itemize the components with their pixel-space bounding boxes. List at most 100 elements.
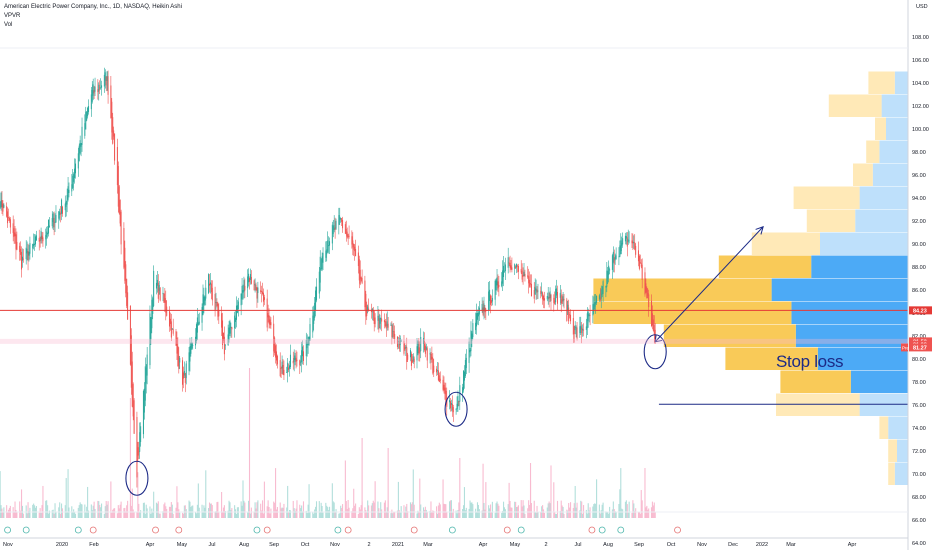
volume-bar xyxy=(80,503,82,518)
candle xyxy=(247,269,249,298)
event-marker[interactable] xyxy=(448,526,456,534)
candle-body xyxy=(279,360,281,377)
event-marker[interactable] xyxy=(674,526,681,534)
candle xyxy=(118,184,120,215)
volume-bar xyxy=(452,508,454,518)
candle-body xyxy=(347,234,349,238)
candle xyxy=(293,349,295,372)
time-axis[interactable]: Nov 2020 Feb Apr May Jul Aug Sep Oct Nov 2 2021 Mar A… xyxy=(0,537,908,548)
candle xyxy=(463,365,465,389)
candle xyxy=(360,276,362,282)
candle xyxy=(107,70,109,104)
candle-body xyxy=(126,278,128,306)
candle xyxy=(433,358,435,378)
event-marker[interactable] xyxy=(22,526,30,534)
event-marker[interactable] xyxy=(4,526,11,534)
candle xyxy=(634,234,636,251)
candle xyxy=(344,221,346,234)
volume-bar xyxy=(579,510,581,518)
volume-bar xyxy=(540,511,542,518)
candle xyxy=(600,285,602,309)
candle-body xyxy=(242,290,244,293)
candle xyxy=(103,67,105,93)
candle-body xyxy=(377,315,379,321)
candle-body xyxy=(510,265,512,270)
volume-bar xyxy=(364,507,366,518)
volume-bar xyxy=(342,504,344,518)
volume-bar xyxy=(433,510,435,518)
volume-bar xyxy=(227,510,229,518)
candle xyxy=(8,208,10,221)
event-marker[interactable] xyxy=(89,526,97,534)
candle-body xyxy=(482,307,484,315)
event-marker[interactable] xyxy=(598,526,606,534)
candle xyxy=(573,325,575,343)
volume-bar xyxy=(563,513,565,518)
event-marker[interactable] xyxy=(152,526,159,534)
event-marker[interactable] xyxy=(410,526,418,534)
volume-bar xyxy=(124,507,126,518)
volume-bar xyxy=(520,500,522,518)
candle xyxy=(477,306,479,326)
volume-bar xyxy=(268,507,270,518)
event-marker[interactable] xyxy=(334,526,342,534)
candle xyxy=(169,312,171,331)
candle-body xyxy=(129,305,131,365)
candle xyxy=(534,278,536,295)
volume-bar xyxy=(409,502,412,518)
candle-body xyxy=(560,295,562,304)
candle xyxy=(562,292,564,307)
candle-body xyxy=(227,334,229,346)
event-marker[interactable] xyxy=(263,526,271,534)
volume-bar xyxy=(3,507,5,518)
price-axis[interactable]: USD108.00106.00104.00102.00100.0098.0096… xyxy=(901,0,932,550)
event-marker[interactable] xyxy=(175,526,183,534)
volume-bar xyxy=(516,507,518,518)
event-marker[interactable] xyxy=(344,526,352,534)
vp-bar-down xyxy=(593,301,792,324)
volume-bar xyxy=(28,510,30,518)
event-marker[interactable] xyxy=(517,526,525,534)
volume-bar xyxy=(257,500,259,518)
volume-bar xyxy=(352,508,354,518)
candle-body xyxy=(35,235,37,241)
event-marker[interactable] xyxy=(588,526,596,534)
volume-bar xyxy=(478,509,480,518)
time-tick-label: Apr xyxy=(479,542,488,548)
volume-bar xyxy=(463,487,466,518)
candle xyxy=(20,241,22,261)
indicator-vol-label[interactable]: Vol xyxy=(4,22,13,28)
volume-bar xyxy=(110,481,112,518)
candle-body xyxy=(569,314,571,316)
event-marker[interactable] xyxy=(74,526,82,534)
candle-body xyxy=(183,370,185,376)
volume-bar xyxy=(164,502,166,518)
event-marker[interactable] xyxy=(503,526,511,534)
candle-body xyxy=(530,283,532,297)
event-marker[interactable] xyxy=(617,526,625,534)
candle xyxy=(306,334,308,357)
price-tick-label: 64.00 xyxy=(912,541,926,547)
candle-body xyxy=(338,215,340,225)
candle-body xyxy=(348,235,350,237)
candle xyxy=(394,325,396,344)
candle-body xyxy=(342,220,344,229)
candle xyxy=(249,276,251,290)
candle-body xyxy=(114,133,116,161)
current-price-band xyxy=(0,338,908,344)
vp-bar-down xyxy=(875,117,886,140)
candle-body xyxy=(341,218,343,222)
candle-body xyxy=(302,346,304,357)
event-marker[interactable] xyxy=(253,526,261,534)
vp-bar-up xyxy=(820,232,908,255)
volume-bar xyxy=(172,513,174,518)
candle-body xyxy=(175,331,177,346)
price-tick-label: 94.00 xyxy=(912,196,926,202)
candle-body xyxy=(588,313,590,317)
volume-bar xyxy=(34,507,37,518)
indicator-vpvr-label[interactable]: VPVR xyxy=(4,13,21,19)
candle xyxy=(111,98,113,140)
candle-body xyxy=(443,384,445,391)
volume-bar xyxy=(436,513,439,518)
